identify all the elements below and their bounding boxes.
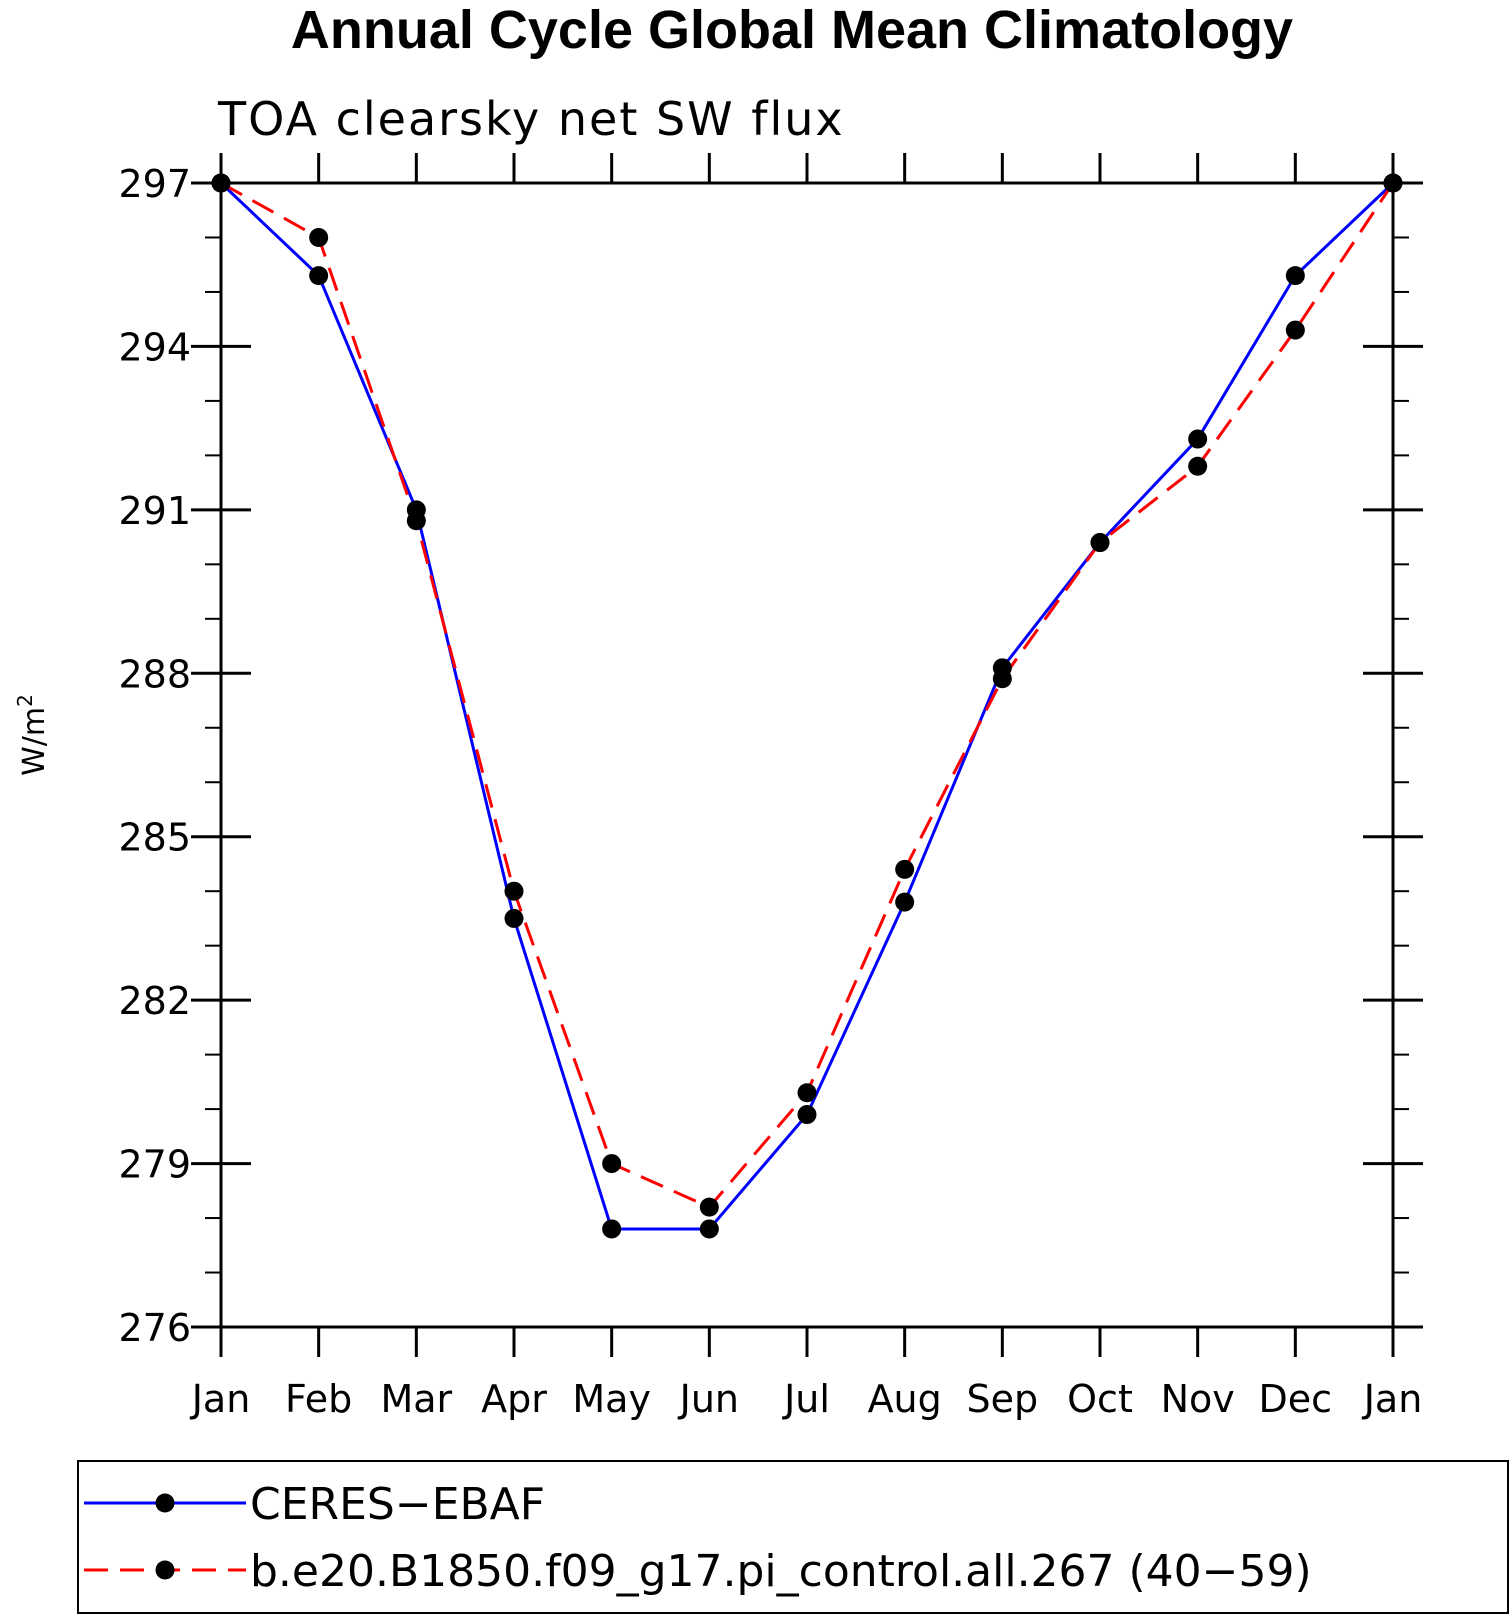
- legend-marker-1: [155, 1493, 175, 1513]
- x-tick-label: Mar: [380, 1377, 452, 1421]
- legend-entries: CERES−EBAF b.e20.B1850.f09_g17.pi_control…: [84, 1479, 1312, 1597]
- series-1-point: [504, 908, 524, 928]
- series-2-point: [211, 173, 231, 193]
- y-tick-label: 297: [118, 162, 191, 206]
- series-1-point: [699, 1219, 719, 1239]
- x-tick-label: May: [572, 1377, 651, 1421]
- svg-text:W/m2: W/m2: [13, 694, 52, 776]
- series-line-2: [220, 181, 1395, 1209]
- y-tick-label: 279: [118, 1143, 191, 1187]
- x-tick-label: Dec: [1259, 1377, 1333, 1421]
- y-tick-label: 291: [118, 489, 191, 533]
- series-2-point: [504, 881, 524, 901]
- series-1-point: [797, 1105, 817, 1125]
- x-tick-label: Jan: [1362, 1377, 1423, 1421]
- major-ticks: [191, 153, 1423, 1357]
- x-tick-label: Jan: [190, 1377, 251, 1421]
- y-axis-label-superscript: 2: [13, 694, 37, 707]
- legend: CERES−EBAF b.e20.B1850.f09_g17.pi_control…: [77, 1460, 1509, 1614]
- series-2-point: [797, 1083, 817, 1103]
- series-1-point: [602, 1219, 622, 1239]
- series-2-point: [406, 511, 426, 531]
- series-lines: [219, 181, 1395, 1231]
- y-axis-label: W/m2: [13, 694, 52, 776]
- series-2-point: [1090, 533, 1110, 553]
- x-tick-label: Jun: [678, 1377, 739, 1421]
- y-tick-label: 282: [118, 979, 191, 1023]
- y-tick-label: 294: [118, 325, 191, 369]
- y-tick-label: 288: [118, 652, 191, 696]
- series-2-point: [699, 1197, 719, 1217]
- series-line-1: [219, 181, 1395, 1231]
- x-tick-label: Feb: [285, 1377, 352, 1421]
- x-tick-labels: Jan Feb Mar Apr May Jun Jul Aug Sep Oct Nov Dec Jan: [190, 1377, 1423, 1421]
- plot-frame: [219, 181, 1395, 1329]
- chart-subtitle: TOA clearsky net SW flux: [217, 92, 845, 146]
- series-2-point: [992, 669, 1012, 689]
- legend-box: [77, 1460, 1509, 1614]
- x-tick-label: Nov: [1161, 1377, 1235, 1421]
- series-1-point: [309, 266, 329, 286]
- series-2-point: [602, 1154, 622, 1174]
- minor-ticks: [205, 236, 1409, 1274]
- chart-title: Annual Cycle Global Mean Climatology: [291, 0, 1293, 60]
- legend-label-2: b.e20.B1850.f09_g17.pi_control.all.267 (…: [250, 1546, 1312, 1597]
- series-2-point: [895, 859, 915, 879]
- series-1-point: [1285, 266, 1305, 286]
- series-1-point: [895, 892, 915, 912]
- series-1-point: [1188, 429, 1208, 449]
- x-tick-label: Jul: [782, 1377, 830, 1421]
- y-axis-label-text: W/m: [17, 707, 52, 776]
- y-tick-label: 285: [118, 816, 191, 860]
- series-2-point: [309, 227, 329, 247]
- x-tick-label: Aug: [868, 1377, 942, 1421]
- series-2-point: [1188, 456, 1208, 476]
- x-tick-label: Apr: [481, 1377, 547, 1421]
- series-markers: [211, 173, 1403, 1239]
- series-2-point: [1383, 173, 1403, 193]
- y-tick-label: 276: [118, 1306, 191, 1350]
- x-tick-label: Oct: [1067, 1377, 1133, 1421]
- y-tick-labels: 276 279 282 285 288 291 294 297: [118, 162, 191, 1350]
- legend-label-1: CERES−EBAF: [250, 1479, 545, 1530]
- x-tick-label: Sep: [967, 1377, 1039, 1421]
- legend-marker-2: [155, 1560, 175, 1580]
- series-2-point: [1285, 320, 1305, 340]
